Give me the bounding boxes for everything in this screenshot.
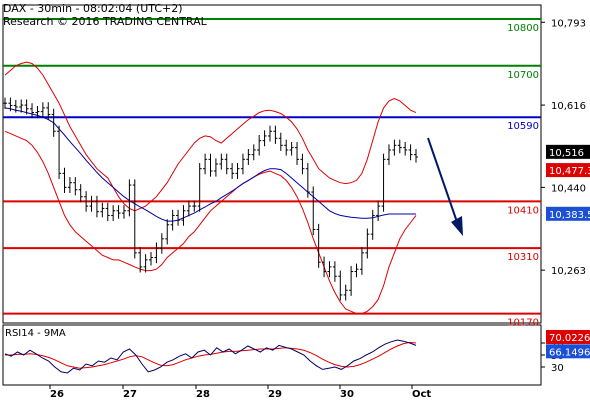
rsi-tag-label-rsi_ma: 70.0226 xyxy=(549,333,590,344)
y-tick-label: 10,263 xyxy=(551,266,586,277)
y-tick-label: 10,793 xyxy=(551,18,586,29)
price-tag-last xyxy=(546,144,590,159)
level-label-10590: 10590 xyxy=(507,121,539,132)
rsi-tag-label-rsi: 66.1496 xyxy=(549,347,590,358)
chart-title: DAX - 30min - 08:02:04 (UTC+2) xyxy=(3,2,183,15)
rsi-y-tick-label: 30 xyxy=(551,363,564,374)
moving-average-line xyxy=(4,107,416,222)
forecast-arrow-head xyxy=(451,216,463,236)
price-tag-moving_average xyxy=(546,206,590,221)
forecast-arrow-shaft xyxy=(427,137,458,223)
x-tick-label-26: 26 xyxy=(50,389,64,400)
level-label-10310: 10310 xyxy=(507,252,539,263)
level-label-10700: 10700 xyxy=(507,70,539,81)
bollinger-lower-line xyxy=(4,130,417,315)
rsi-tag-rsi xyxy=(546,344,590,359)
research-credit: Research © 2016 TRADING CENTRAL xyxy=(3,15,207,28)
level-label-10410: 10410 xyxy=(507,205,539,216)
x-tick-label-Oct: Oct xyxy=(412,389,431,400)
rsi-panel-title: RSI14 - 9MA xyxy=(5,328,66,339)
y-tick-label: 10,616 xyxy=(551,101,586,112)
level-label-10170: 10170 xyxy=(507,318,539,329)
price-tag-label-last: 10,516 xyxy=(549,148,584,159)
x-tick-label-29: 29 xyxy=(268,389,282,400)
price-tag-label-moving_average: 10,383.5 xyxy=(549,210,590,221)
x-tick-label-27: 27 xyxy=(123,389,137,400)
price-tag-label-bollinger: 10,477.3 xyxy=(549,166,590,177)
rsi-line xyxy=(4,339,417,374)
rsi-panel-frame xyxy=(2,324,542,386)
price-tag-bollinger xyxy=(546,163,590,178)
y-tick-label: 10,440 xyxy=(551,183,586,194)
level-label-10800: 10800 xyxy=(507,23,539,34)
bollinger-upper-line xyxy=(4,61,417,212)
x-tick-label-30: 30 xyxy=(340,389,354,400)
rsi-tag-rsi_ma xyxy=(546,329,590,344)
x-tick-label-28: 28 xyxy=(196,389,210,400)
price-panel-frame xyxy=(2,4,542,324)
